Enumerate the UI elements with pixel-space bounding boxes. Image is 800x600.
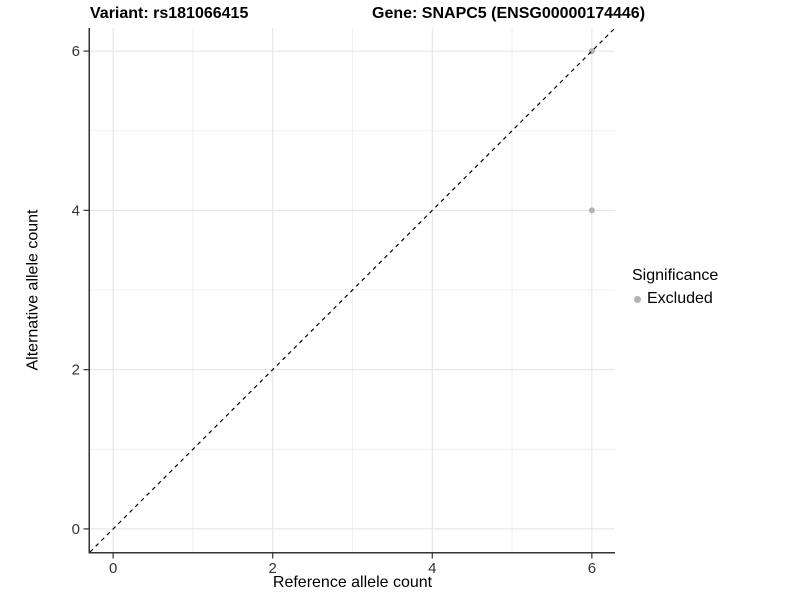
y-tick-label: 2 xyxy=(72,362,80,379)
y-axis-title: Alternative allele count xyxy=(22,28,44,552)
legend: Significance Excluded xyxy=(632,267,718,308)
x-tick-label: 0 xyxy=(109,560,117,577)
data-point xyxy=(588,207,595,214)
x-tick-label: 4 xyxy=(428,560,436,577)
legend-title: Significance xyxy=(632,267,719,284)
x-tick-label: 2 xyxy=(269,560,277,577)
y-tick-label: 4 xyxy=(72,202,80,219)
x-axis-title: Reference allele count xyxy=(272,574,433,591)
excluded-point-icon xyxy=(634,295,641,303)
y-tick-label: 0 xyxy=(72,521,80,538)
x-tick-label: 6 xyxy=(588,560,596,577)
y-axis-title-text: Alternative allele count xyxy=(24,209,42,371)
legend-entry-label: Excluded xyxy=(647,290,713,307)
y-tick-label: 6 xyxy=(72,43,80,60)
variant-title: Variant: rs181066415 xyxy=(90,5,249,22)
legend-entry-excluded: Excluded xyxy=(632,290,718,308)
gene-title: Gene: SNAPC5 (ENSG00000174446) xyxy=(372,5,646,22)
identity-line xyxy=(89,27,616,553)
